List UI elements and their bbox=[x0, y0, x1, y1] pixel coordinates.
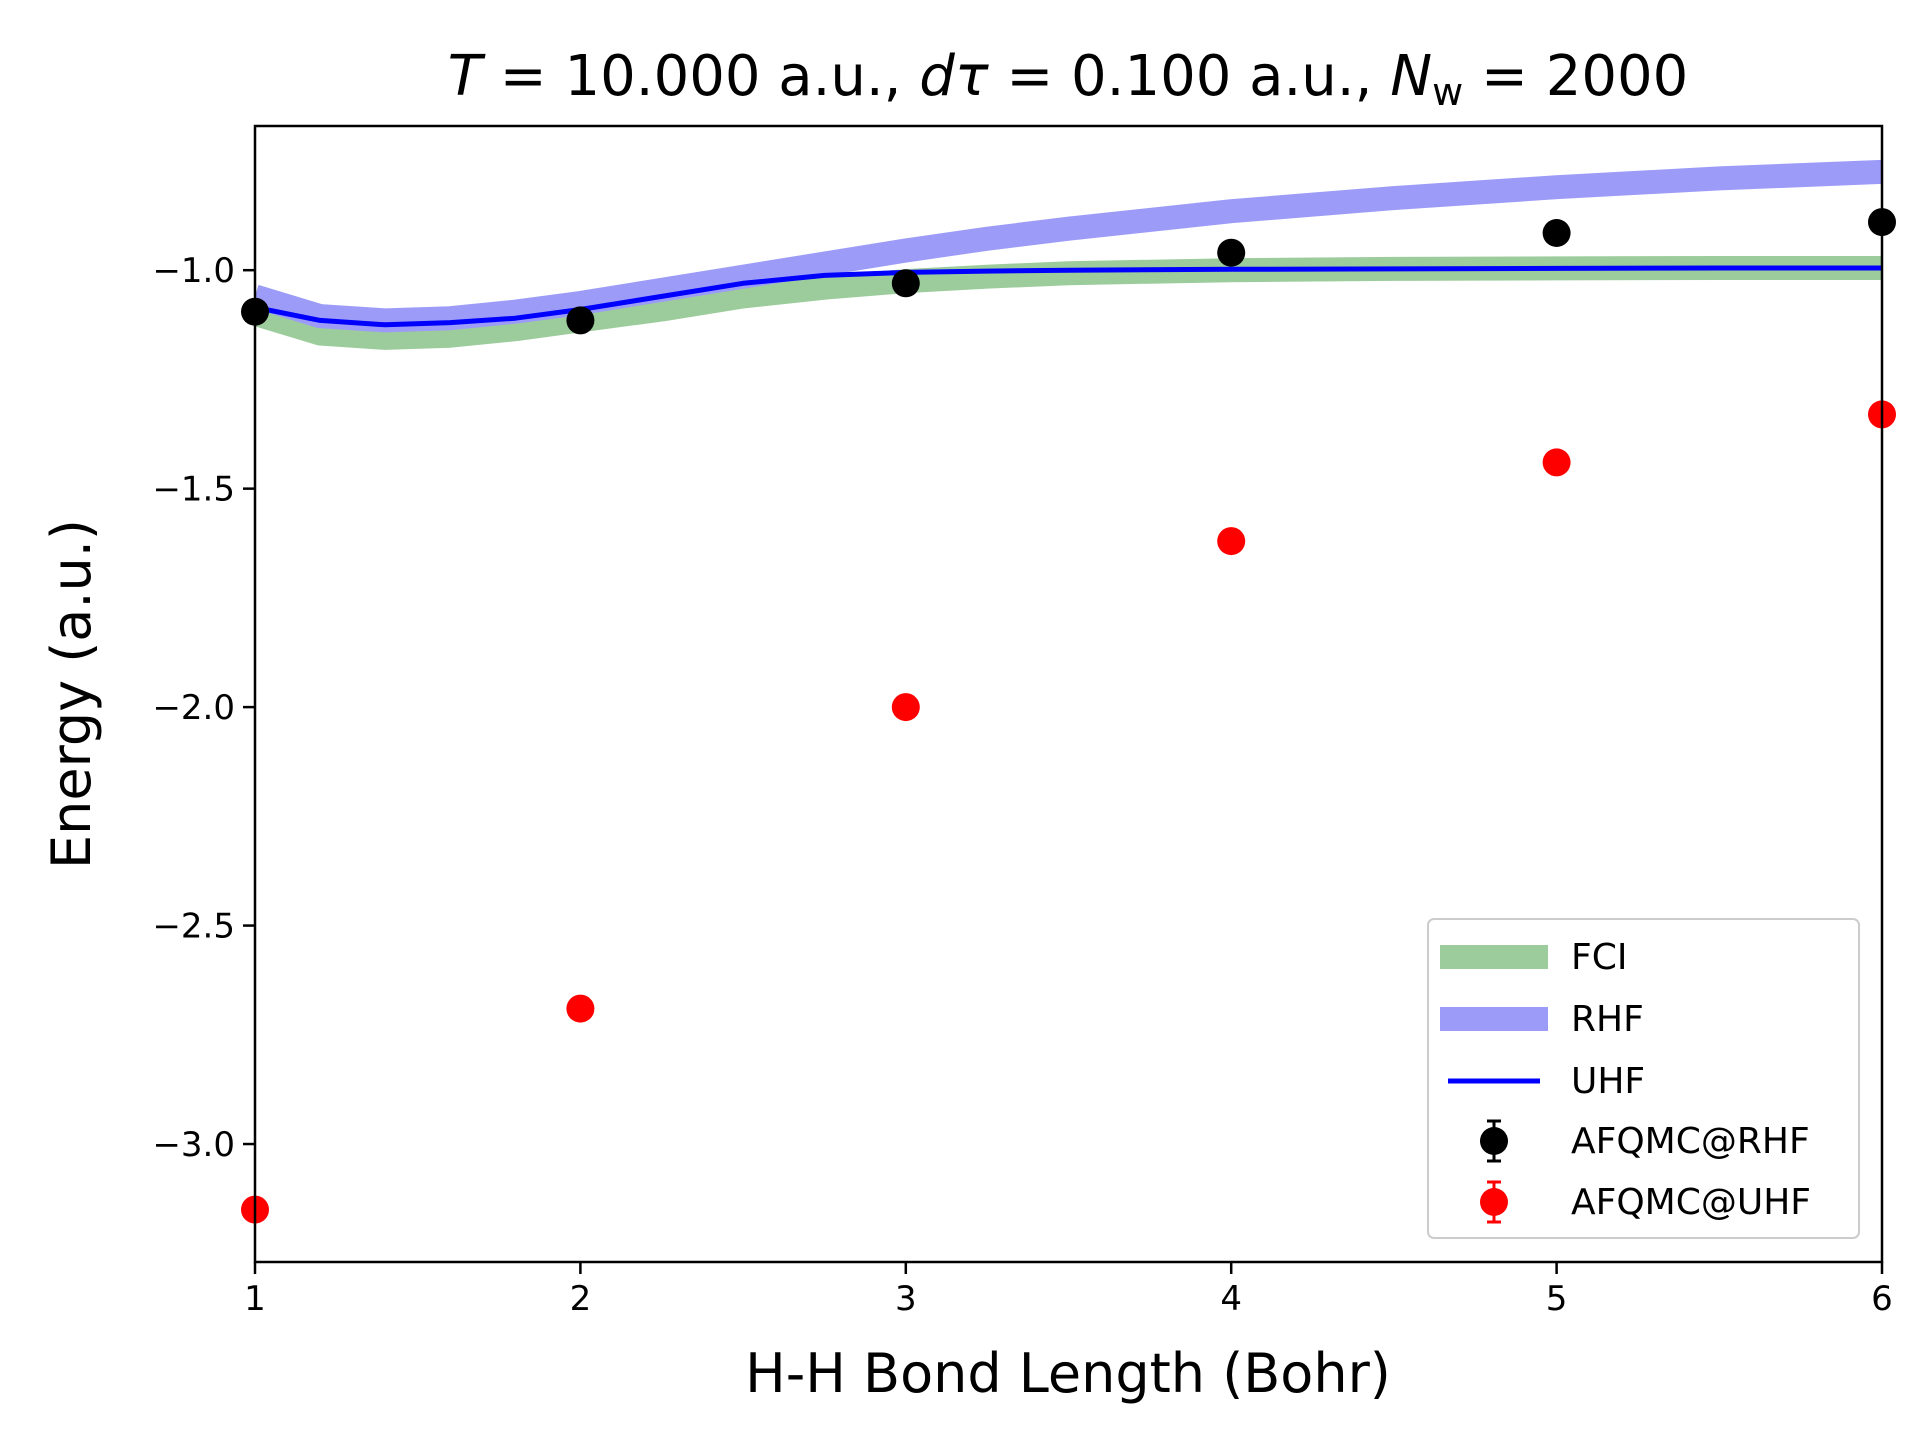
x-axis-label: H-H Bond Length (Bohr) bbox=[745, 1342, 1391, 1405]
legend-handle-afqmc-rhf bbox=[1480, 1119, 1508, 1163]
legend-label-fci: FCI bbox=[1571, 937, 1627, 978]
chart-title: T = 10.000 a.u., dτ = 0.100 a.u., Nw = 2… bbox=[448, 44, 1688, 114]
x-tick-label: 5 bbox=[1546, 1279, 1568, 1319]
x-tick-label: 6 bbox=[1871, 1279, 1893, 1319]
x-tick-label: 2 bbox=[570, 1279, 592, 1319]
x-tick-label: 4 bbox=[1220, 1279, 1242, 1319]
x-tick-label: 1 bbox=[244, 1279, 266, 1319]
x-tick-label: 3 bbox=[895, 1279, 917, 1319]
title-nw-subscript: w bbox=[1432, 70, 1463, 114]
legend-label-rhf: RHF bbox=[1571, 999, 1644, 1040]
point-afqmc-uhf-3 bbox=[891, 693, 920, 722]
title-dtau-symbol: dτ bbox=[919, 44, 989, 109]
point-afqmc-rhf-3 bbox=[891, 269, 920, 298]
title-dtau-value: = 0.100 a.u., bbox=[989, 44, 1391, 109]
title-t-symbol: T bbox=[448, 44, 486, 109]
plot-frame bbox=[253, 124, 1884, 1264]
legend-box bbox=[1427, 918, 1860, 1239]
series-rhf-band bbox=[255, 159, 1882, 333]
point-afqmc-rhf-5 bbox=[1542, 219, 1571, 247]
legend-handle-afqmc-uhf bbox=[1480, 1180, 1508, 1224]
y-tick-label: −1.0 bbox=[152, 251, 235, 291]
y-axis-ticks: −3.0 −2.5 −2.0 −1.5 −1.0 bbox=[152, 251, 255, 1165]
point-afqmc-uhf-5 bbox=[1542, 448, 1571, 477]
legend-label-afqmc-rhf: AFQMC@RHF bbox=[1571, 1121, 1810, 1162]
legend: FCI RHF UHF AFQMC@RHF AFQMC@UHF bbox=[1427, 918, 1860, 1239]
y-tick-label: −2.0 bbox=[152, 688, 235, 728]
y-tick-label: −1.5 bbox=[152, 470, 235, 510]
y-axis-label: Energy (a.u.) bbox=[40, 519, 103, 869]
point-afqmc-rhf-4 bbox=[1217, 238, 1246, 267]
point-afqmc-uhf-2 bbox=[566, 994, 595, 1023]
legend-label-afqmc-uhf: AFQMC@UHF bbox=[1571, 1182, 1811, 1223]
y-tick-label: −3.0 bbox=[152, 1125, 235, 1165]
x-axis-ticks: 1 2 3 4 5 6 bbox=[244, 1262, 1893, 1319]
title-nw-value: = 2000 bbox=[1463, 44, 1688, 109]
point-afqmc-rhf-2 bbox=[566, 306, 595, 335]
point-afqmc-uhf-4 bbox=[1217, 527, 1246, 556]
series-uhf-line bbox=[255, 265, 1882, 328]
title-nw-symbol: N bbox=[1390, 44, 1432, 109]
plot-curves bbox=[255, 159, 1882, 350]
title-t-value: = 10.000 a.u., bbox=[482, 44, 919, 109]
legend-label-uhf: UHF bbox=[1571, 1061, 1645, 1102]
y-tick-label: −2.5 bbox=[152, 907, 235, 947]
